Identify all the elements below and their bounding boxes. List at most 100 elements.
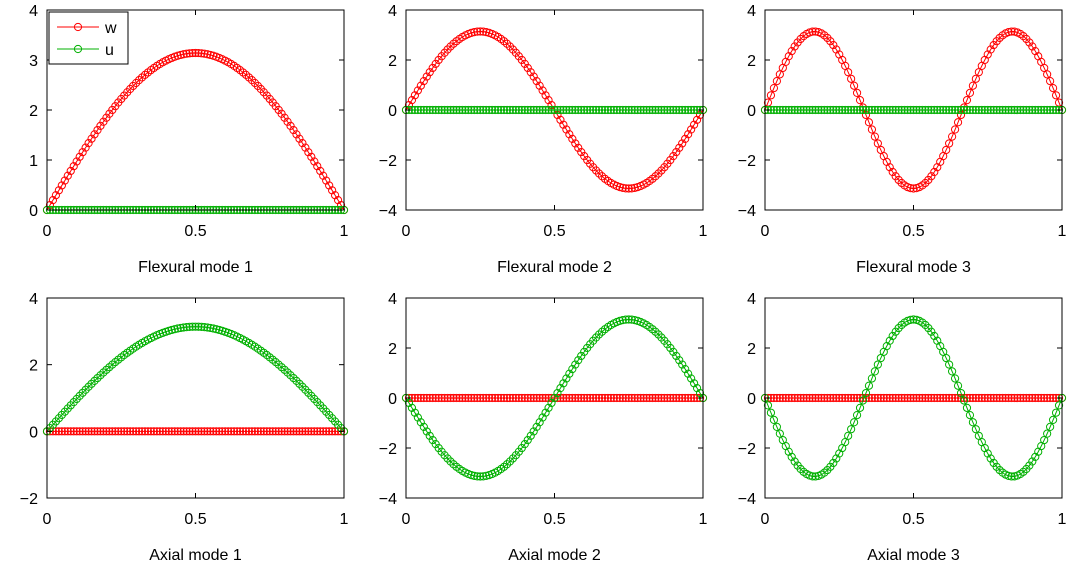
y-tick-label: 0 [747,103,756,120]
data-point [660,393,669,403]
data-point [906,105,915,115]
data-point [428,393,437,403]
data-point [651,327,660,336]
data-point [280,365,289,374]
subplot-3: −4 −2 0 2 4 0 0.5 1 Flexural mode 3 [738,3,1067,276]
data-point [814,393,823,403]
data-point [695,105,705,115]
data-point [654,169,663,178]
data-point [416,105,425,115]
data-point [449,393,458,403]
data-point [1019,32,1028,41]
data-point [532,77,541,86]
data-point [194,48,203,58]
data-point [956,388,966,398]
data-point [986,454,995,463]
data-point [123,427,132,436]
data-point [778,393,787,403]
data-point [283,117,292,126]
data-point [600,393,610,403]
data-point [927,105,936,115]
data-point [134,427,144,436]
legend-marker-u [73,44,83,54]
data-point [624,105,633,115]
data-point [203,50,212,59]
data-point [206,427,215,436]
data-point [796,393,805,403]
data-point [1034,105,1043,115]
data-point [511,105,520,115]
data-point [235,427,245,436]
data-point [286,427,295,436]
y-tick-label: 2 [29,103,38,120]
data-point [179,323,188,332]
data-point [618,393,627,403]
data-point [319,427,328,436]
data-point [158,427,167,436]
data-point [930,105,939,115]
data-point [152,427,161,436]
data-point [763,105,773,115]
data-point [867,374,877,383]
data-point [597,172,607,181]
data-point [422,72,431,81]
data-point [995,393,1004,403]
data-point [170,427,179,436]
data-point [648,325,657,334]
data-point [847,393,856,403]
data-point [894,105,903,115]
data-point [425,393,434,403]
data-point [108,360,117,369]
data-point [499,393,509,403]
data-point [888,331,897,341]
data-point [612,105,621,115]
data-point [1043,393,1052,403]
data-point [921,393,930,403]
data-point [832,393,841,403]
x-tick-label: 0.5 [902,223,924,240]
data-point [1004,28,1013,37]
subplot-2: −4 −2 0 2 4 0 0.5 1 Flexural mode 2 [379,3,708,276]
data-point [787,452,796,461]
data-point [443,454,452,463]
data-point [855,96,865,105]
data-point [927,393,936,403]
data-point [945,139,954,148]
data-point [826,105,835,115]
data-point [977,393,986,403]
data-point [295,427,304,436]
data-point [283,427,292,436]
data-point [277,427,286,436]
data-point [879,105,888,115]
data-point [986,105,995,115]
data-point [651,172,660,181]
data-point [689,393,699,403]
data-point [1040,393,1049,403]
data-point [268,427,277,436]
data-point [410,105,420,115]
data-point [980,393,989,403]
data-point [508,393,518,403]
data-point [185,322,194,331]
data-point [1048,393,1058,403]
data-point [769,84,779,93]
data-point [873,360,882,369]
data-point [425,431,434,440]
data-point [927,172,936,181]
data-point [292,130,301,139]
data-point [419,422,428,431]
data-point [784,393,793,403]
data-point [597,327,607,336]
data-point [591,105,601,115]
data-point [645,105,654,115]
x-tick-label: 1 [340,511,349,528]
data-point [675,105,684,115]
data-point [870,132,879,141]
data-point [882,393,891,403]
data-point [292,427,301,436]
data-point [574,143,583,152]
data-point [544,105,553,115]
x-axis-label: Axial mode 1 [149,547,242,564]
data-point [915,105,924,115]
